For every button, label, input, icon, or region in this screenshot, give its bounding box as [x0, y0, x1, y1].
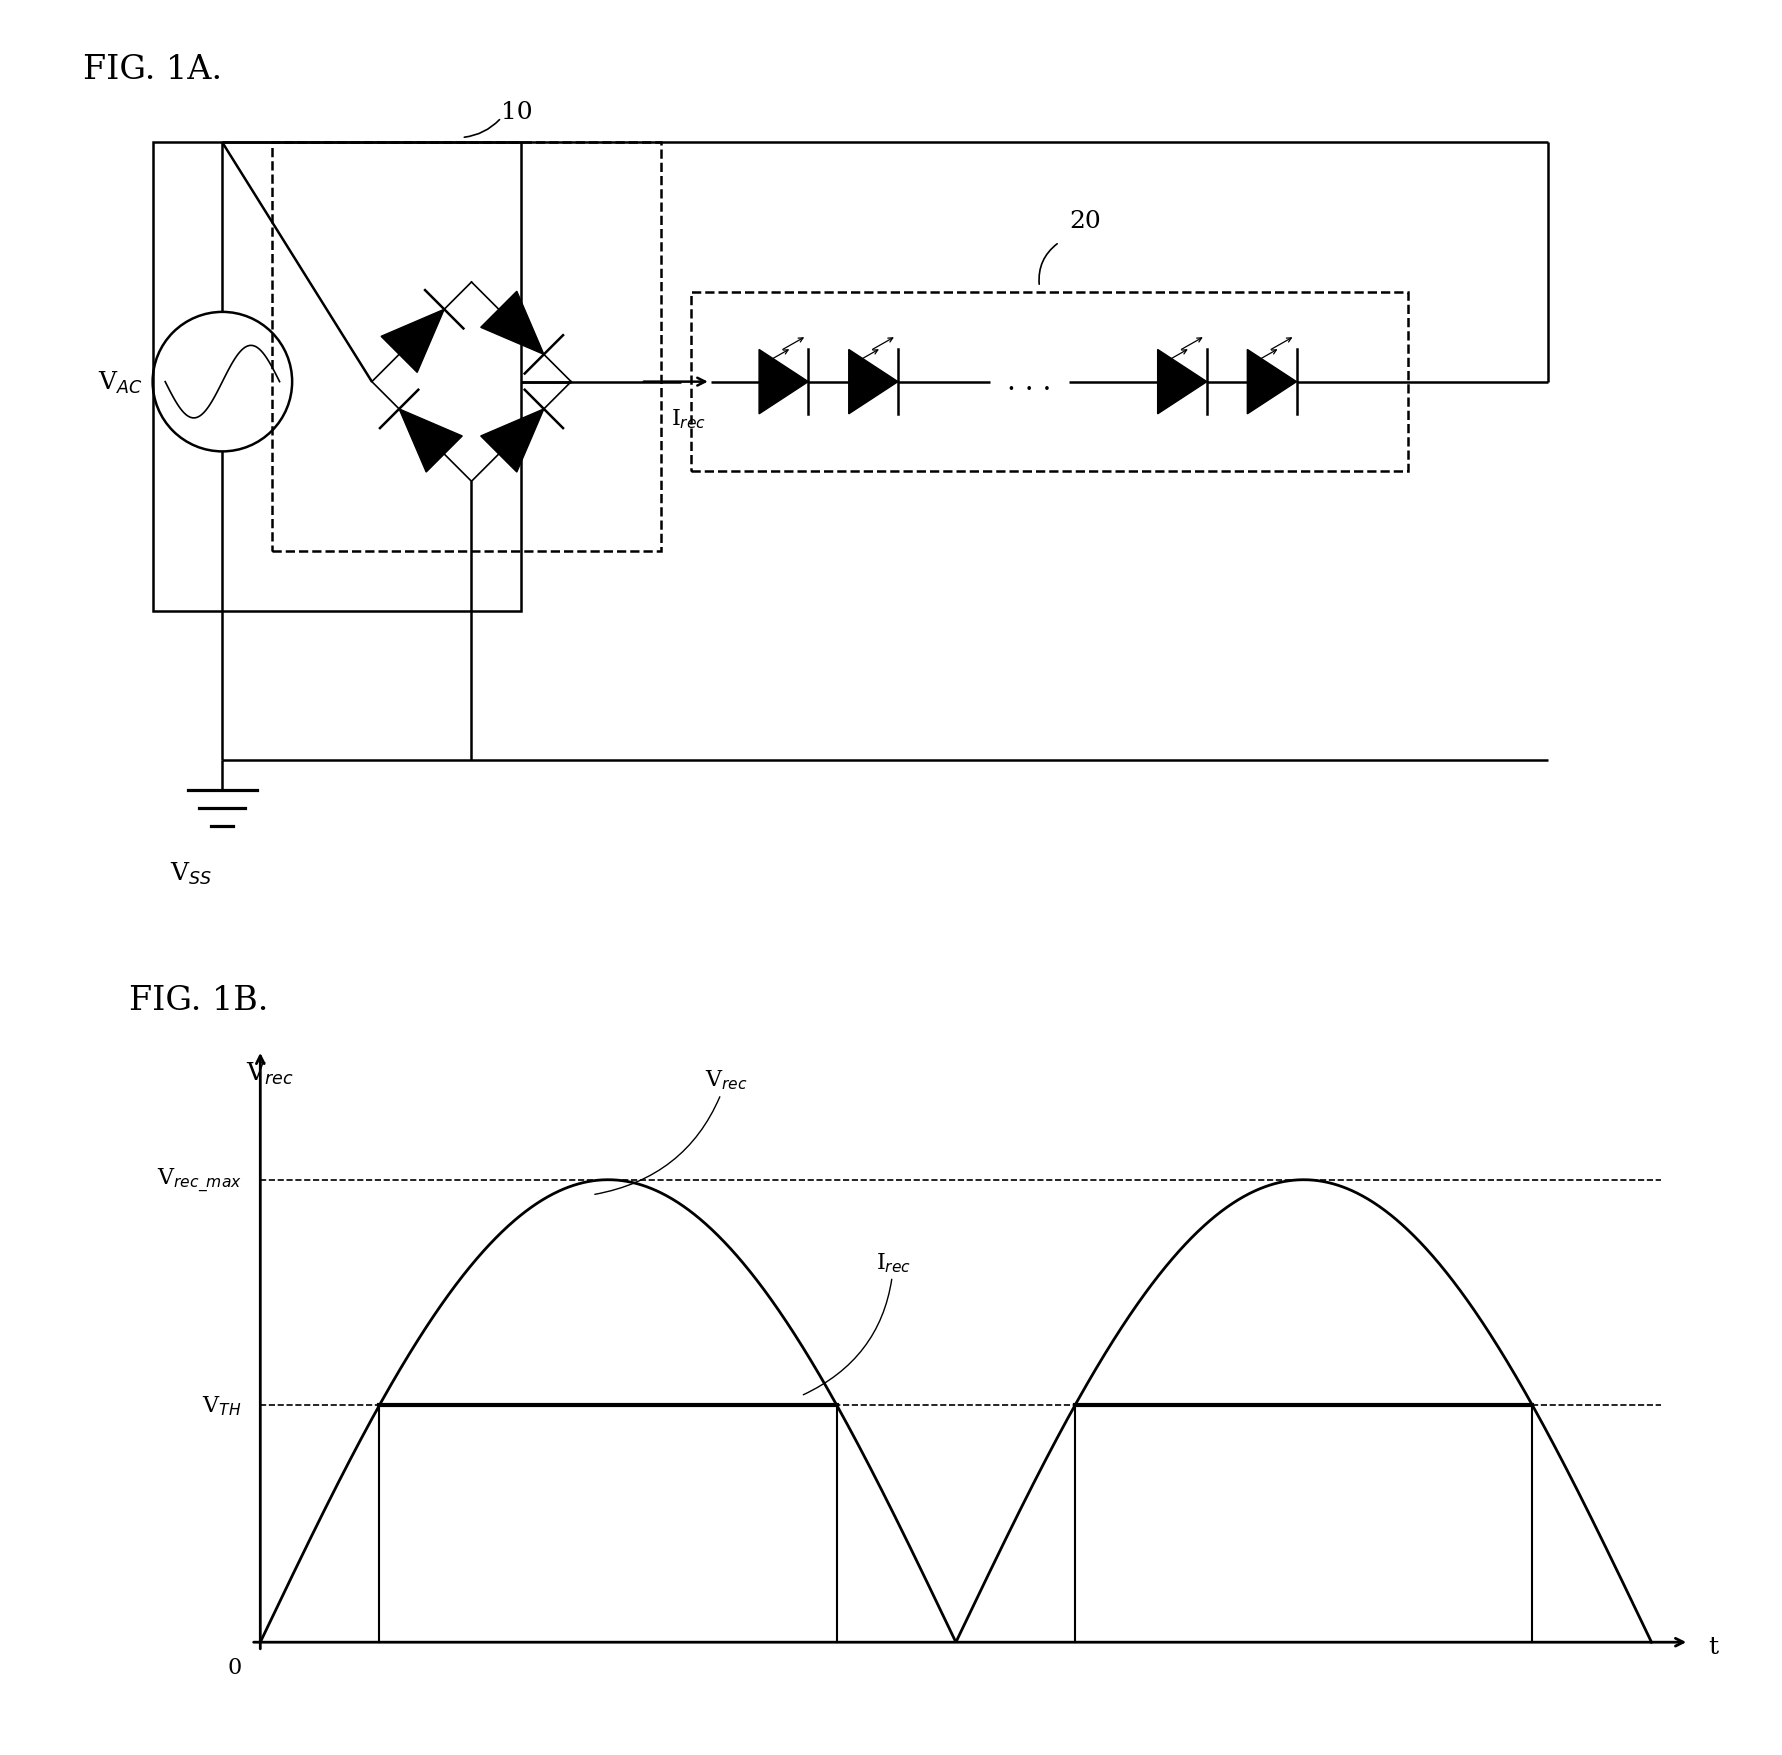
Polygon shape — [1157, 351, 1206, 414]
Text: FIG. 1A.: FIG. 1A. — [82, 54, 223, 86]
Text: . . .: . . . — [1007, 369, 1051, 397]
Text: V$_{SS}$: V$_{SS}$ — [169, 860, 212, 886]
Text: V$_{rec}$: V$_{rec}$ — [246, 1060, 294, 1086]
Bar — [273, 144, 661, 551]
Text: 0: 0 — [226, 1657, 241, 1678]
Text: V$_{AC}$: V$_{AC}$ — [98, 369, 143, 395]
Text: V$_{TH}$: V$_{TH}$ — [201, 1393, 241, 1418]
Polygon shape — [759, 351, 807, 414]
Polygon shape — [481, 409, 544, 472]
Text: t: t — [1707, 1636, 1718, 1658]
Bar — [690, 293, 1408, 472]
Text: I$_{rec}$: I$_{rec}$ — [670, 407, 706, 432]
Polygon shape — [381, 311, 444, 374]
Text: V$_{rec}$: V$_{rec}$ — [595, 1069, 747, 1195]
Text: 20: 20 — [1069, 211, 1101, 233]
Polygon shape — [848, 351, 898, 414]
Text: 10: 10 — [501, 100, 533, 123]
Bar — [153, 144, 520, 611]
Text: I$_{rec}$: I$_{rec}$ — [804, 1250, 911, 1395]
Polygon shape — [1247, 351, 1296, 414]
Text: V$_{rec\_max}$: V$_{rec\_max}$ — [157, 1165, 241, 1195]
Polygon shape — [399, 409, 462, 472]
Text: FIG. 1B.: FIG. 1B. — [128, 985, 267, 1016]
Polygon shape — [481, 291, 544, 355]
